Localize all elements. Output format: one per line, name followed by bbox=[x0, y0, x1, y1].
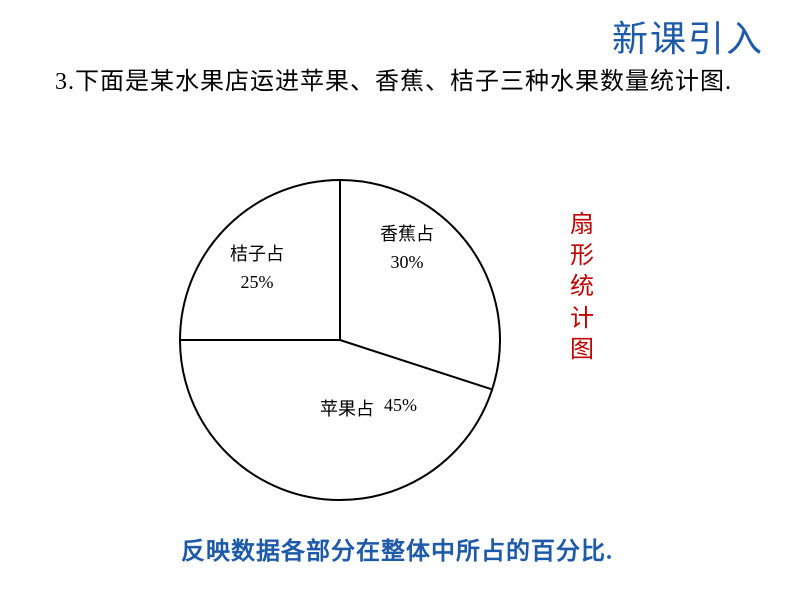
slice-label-2: 苹果占 45% bbox=[320, 395, 417, 421]
chart-type-label: 扇形统计图 bbox=[570, 210, 594, 366]
caption-text: 反映数据各部分在整体中所占的百分比. bbox=[0, 531, 794, 566]
pie-chart: 桔子占 25% 香蕉占 30% 苹果占 45% bbox=[170, 170, 510, 510]
slice-label-0: 桔子占 25% bbox=[230, 240, 284, 293]
slice-percent: 45% bbox=[384, 395, 417, 421]
header-title: 新课引入 bbox=[612, 10, 764, 62]
slice-name: 桔子占 bbox=[230, 240, 284, 266]
slice-name: 香蕉占 bbox=[380, 220, 434, 246]
slice-percent: 25% bbox=[230, 272, 284, 293]
pie-chart-svg bbox=[170, 170, 510, 510]
question-text: 3.下面是某水果店运进苹果、香蕉、桔子三种水果数量统计图. bbox=[55, 60, 734, 106]
slice-percent: 30% bbox=[380, 252, 434, 273]
slice-name: 苹果占 bbox=[320, 395, 374, 421]
slice-label-1: 香蕉占 30% bbox=[380, 220, 434, 273]
